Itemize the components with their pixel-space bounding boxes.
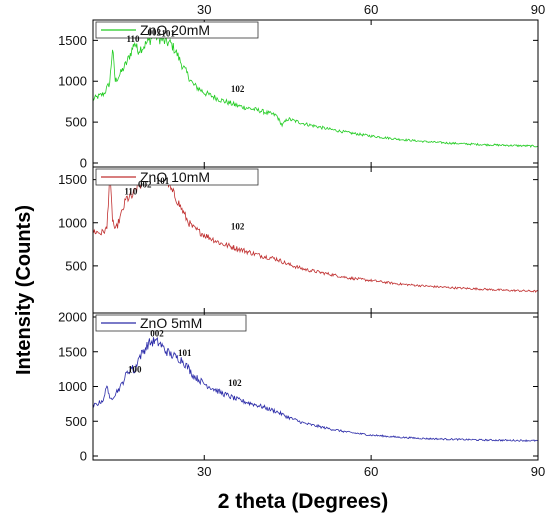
x-tick-label-top: 60 bbox=[364, 2, 378, 17]
legend-box bbox=[95, 21, 259, 39]
x-axis-title: 2 theta (Degrees) bbox=[218, 490, 388, 513]
y-tick-label: 1000 bbox=[58, 215, 87, 230]
y-tick-label: 2000 bbox=[58, 310, 87, 325]
y-tick-label: 1000 bbox=[58, 74, 87, 89]
x-tick-label-top: 30 bbox=[197, 2, 211, 17]
y-tick-label: 500 bbox=[65, 115, 87, 130]
legend-box bbox=[95, 168, 259, 186]
y-tick-label: 500 bbox=[65, 258, 87, 273]
peak-label-102: 102 bbox=[231, 222, 245, 232]
peak-label-102: 102 bbox=[231, 84, 245, 94]
series-line-2 bbox=[93, 173, 538, 293]
y-tick-label: 1500 bbox=[58, 172, 87, 187]
legend-label: ZnO 20mM bbox=[140, 22, 210, 38]
panel-3: 0 500 1000 1500 2000 ZnO 5mM 100 002 101 102 bbox=[58, 310, 539, 464]
peak-label-101: 101 bbox=[178, 348, 192, 358]
series-line-3 bbox=[93, 337, 538, 443]
y-tick-label: 1000 bbox=[58, 379, 87, 394]
peak-label-101: 101 bbox=[161, 28, 175, 38]
peak-label-110: 110 bbox=[124, 186, 138, 196]
y-tick-label: 0 bbox=[80, 156, 87, 171]
y-tick-label: 1500 bbox=[58, 344, 87, 359]
legend-label: ZnO 5mM bbox=[140, 315, 202, 331]
peak-label-102: 102 bbox=[228, 378, 242, 388]
legend-box bbox=[95, 314, 247, 332]
peak-label-110: 110 bbox=[127, 34, 141, 44]
y-axis-title: Intensity (Counts) bbox=[13, 205, 35, 375]
panel-frame bbox=[92, 166, 539, 314]
x-tick-label-bottom: 60 bbox=[364, 464, 378, 479]
x-tick-label-bottom: 90 bbox=[531, 464, 545, 479]
peak-label-002: 002 bbox=[150, 328, 164, 338]
peak-label-002: 002 bbox=[147, 27, 161, 37]
y-tick-label: 500 bbox=[65, 414, 87, 429]
peak-label-101: 101 bbox=[156, 176, 170, 186]
peak-label-002: 002 bbox=[138, 179, 152, 189]
legend-label: ZnO 10mM bbox=[140, 169, 210, 185]
peak-label-100: 100 bbox=[128, 365, 142, 375]
x-tick-label-top: 90 bbox=[531, 2, 545, 17]
y-tick-label: 1500 bbox=[58, 33, 87, 48]
y-tick-label: 0 bbox=[80, 449, 87, 464]
series-line-1 bbox=[93, 31, 538, 148]
x-tick-label-bottom: 30 bbox=[197, 464, 211, 479]
